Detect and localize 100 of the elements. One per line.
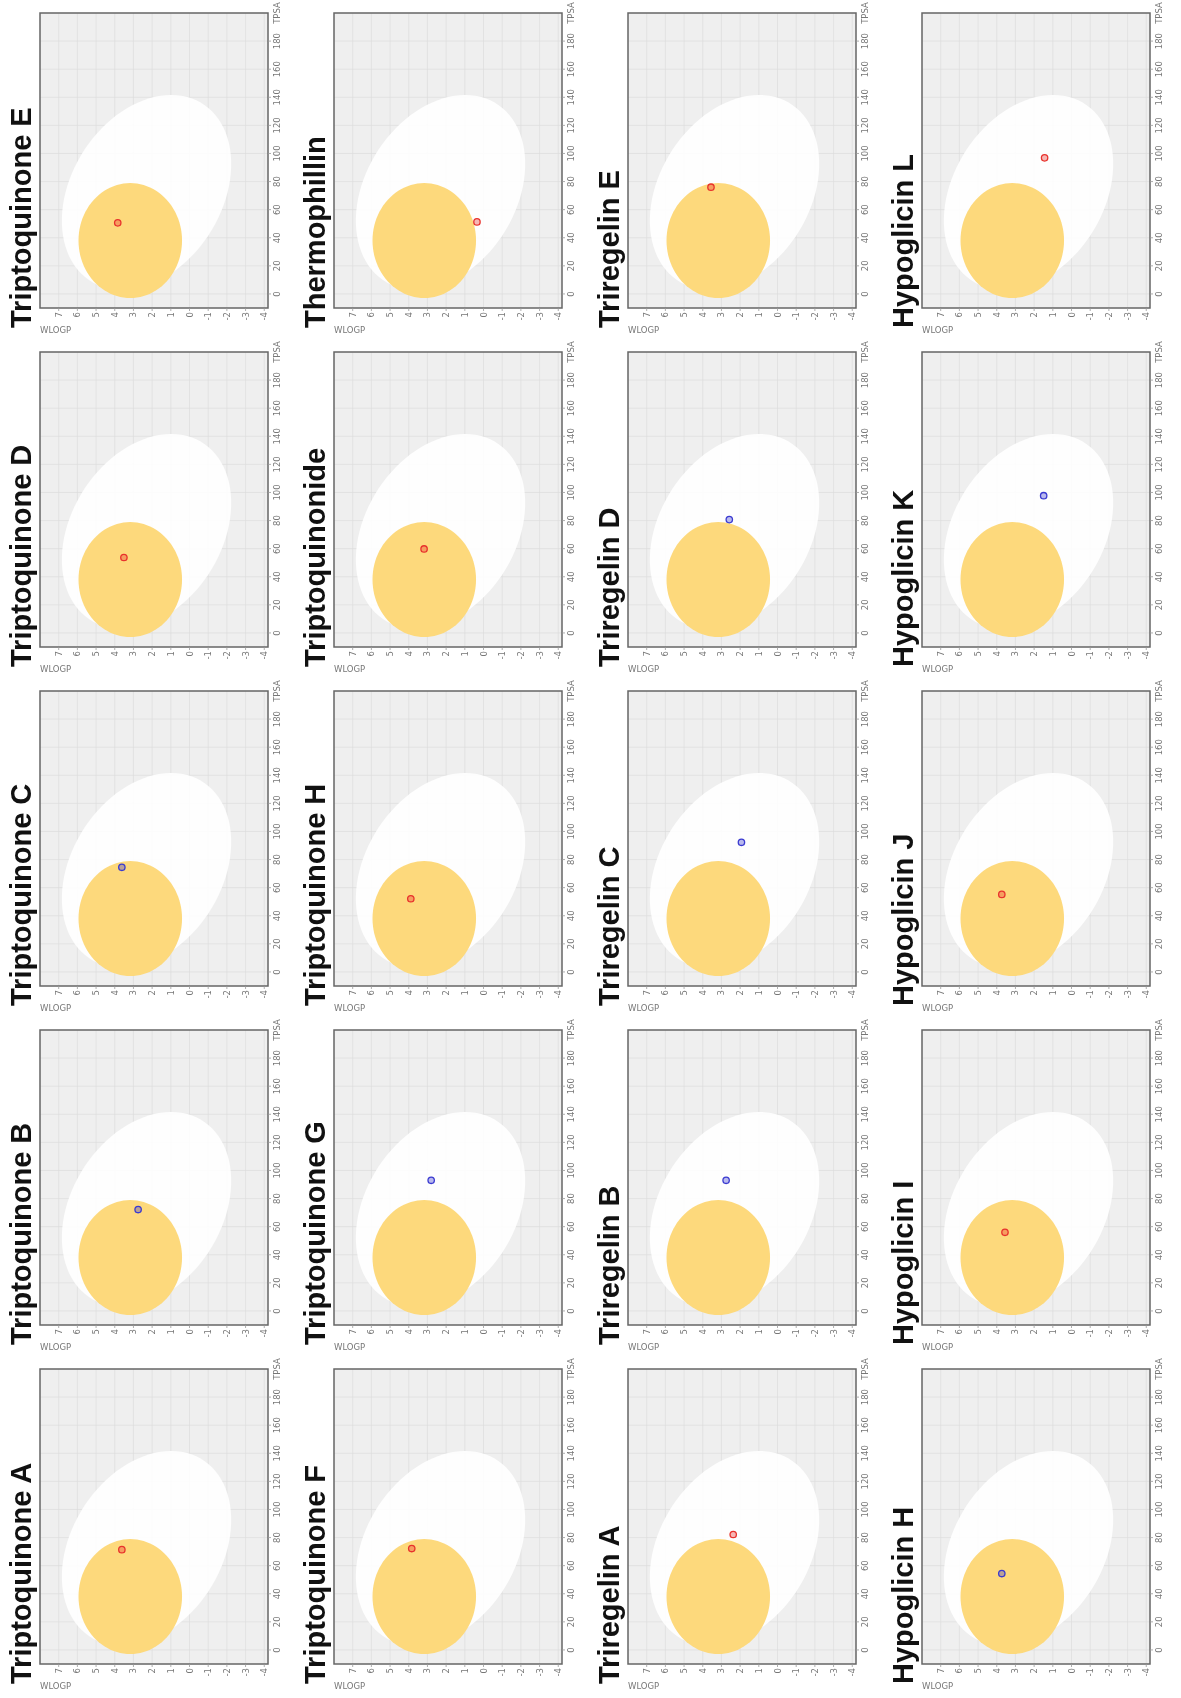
y-tick-label: 40 (1154, 1249, 1164, 1261)
x-tick-label: 4 (109, 651, 120, 657)
y-tick-label: 20 (860, 599, 870, 611)
y-tick-label: 160 (566, 739, 576, 756)
x-tick-label: -1 (497, 1668, 508, 1677)
y-tick-label: 140 (860, 89, 870, 106)
x-axis-title: WLOGP (628, 664, 660, 674)
y-tick-label: 100 (1154, 145, 1164, 162)
y-tick-label: 120 (860, 795, 870, 812)
text: Triregelin E (593, 170, 625, 328)
x-tick-label: 1 (459, 651, 470, 657)
x-tick-label: -4 (259, 1329, 270, 1338)
y-tick-label: 120 (272, 1473, 282, 1490)
x-tick-label: 5 (679, 990, 690, 996)
y-tick-label: 140 (566, 1106, 576, 1123)
x-tick-label: 4 (697, 1329, 708, 1335)
y-axis-title: TPSA (1154, 1357, 1164, 1381)
x-tick-label: 7 (347, 1668, 358, 1674)
x-tick-label: 6 (954, 990, 965, 996)
y-tick-label: 140 (860, 428, 870, 445)
x-tick-label: 2 (735, 312, 746, 318)
y-tick-label: 120 (1154, 795, 1164, 812)
y-tick-label: 180 (1154, 1388, 1164, 1406)
x-tick-label: 7 (53, 990, 64, 996)
y-tick-label: 20 (1154, 260, 1164, 272)
x-tick-label: 3 (128, 651, 139, 657)
x-tick-label: 3 (716, 990, 727, 996)
x-tick-label: 7 (53, 1329, 64, 1335)
x-tick-label: 2 (441, 651, 452, 657)
y-tick-label: 180 (272, 371, 282, 389)
y-tick-label: 40 (1154, 1588, 1164, 1600)
y-tick-label: 20 (860, 1616, 870, 1628)
x-tick-label: 0 (478, 1668, 489, 1674)
y-tick-label: 140 (860, 1445, 870, 1462)
y-tick-label: 100 (860, 484, 870, 501)
x-tick-label: 5 (679, 1329, 690, 1335)
y-tick-label: 160 (860, 1417, 870, 1434)
y-tick-label: 120 (1154, 1473, 1164, 1490)
x-tick-label: 7 (935, 1668, 946, 1674)
y-tick-label: 80 (272, 854, 282, 865)
y-tick-label: 120 (860, 1134, 870, 1151)
x-tick-label: -2 (221, 312, 232, 321)
x-tick-label: 0 (184, 312, 195, 318)
x-axis-title: WLOGP (628, 1681, 660, 1691)
y-tick-label: 20 (272, 938, 282, 950)
y-tick-label: 80 (272, 1532, 282, 1543)
y-tick-label: 160 (272, 1078, 282, 1095)
y-tick-label: 0 (860, 291, 870, 297)
y-tick-label: 140 (1154, 767, 1164, 784)
x-axis-title: WLOGP (922, 1342, 954, 1352)
x-tick-label: 4 (697, 990, 708, 996)
y-tick-label: 180 (272, 1049, 282, 1067)
y-tick-label: 180 (860, 371, 870, 389)
x-tick-label: 0 (184, 990, 195, 996)
x-tick-label: -2 (515, 1329, 526, 1338)
x-tick-label: 4 (991, 312, 1002, 318)
y-tick-label: 20 (1154, 1616, 1164, 1628)
y-tick-label: 100 (272, 823, 282, 840)
y-tick-label: 160 (860, 61, 870, 78)
x-tick-label: 6 (366, 1329, 377, 1335)
x-tick-label: -1 (791, 312, 802, 321)
y-tick-label: 180 (566, 1049, 576, 1067)
y-tick-label: 180 (1154, 32, 1164, 50)
x-tick-label: 0 (478, 990, 489, 996)
x-tick-label: 4 (109, 1329, 120, 1335)
y-tick-label: 100 (1154, 484, 1164, 501)
x-tick-label: -4 (1141, 990, 1152, 999)
y-tick-label: 60 (1154, 543, 1164, 555)
x-tick-label: 7 (641, 1329, 652, 1335)
x-tick-label: 5 (385, 1329, 396, 1335)
y-tick-label: 80 (566, 176, 576, 187)
y-tick-label: 100 (272, 1162, 282, 1179)
x-tick-label: 4 (991, 1329, 1002, 1335)
x-tick-label: 7 (935, 1329, 946, 1335)
x-tick-label: 5 (385, 990, 396, 996)
x-tick-label: 0 (772, 651, 783, 657)
y-axis-title: TPSA (1154, 679, 1164, 703)
x-tick-label: -1 (1085, 651, 1096, 660)
y-axis-title: TPSA (272, 679, 282, 703)
text: Triptoquinone E (5, 107, 37, 328)
x-tick-label: 6 (366, 312, 377, 318)
y-tick-label: 20 (566, 599, 576, 611)
y-tick-label: 180 (860, 32, 870, 50)
x-tick-label: 1 (165, 651, 176, 657)
x-tick-label: 3 (128, 1329, 139, 1335)
y-tick-label: 60 (272, 1560, 282, 1572)
y-axis-title: TPSA (272, 1018, 282, 1042)
y-tick-label: 180 (1154, 1049, 1164, 1067)
x-tick-label: -1 (1085, 1668, 1096, 1677)
x-tick-label: 1 (1047, 1329, 1058, 1335)
x-tick-label: 3 (128, 990, 139, 996)
y-tick-label: 40 (566, 910, 576, 922)
x-tick-label: 2 (147, 990, 158, 996)
text: Hypoglicin I (887, 1180, 919, 1345)
text: Triptoquinone A (5, 1462, 37, 1684)
y-tick-label: 80 (1154, 515, 1164, 526)
x-tick-label: 4 (403, 651, 414, 657)
y-tick-label: 140 (860, 767, 870, 784)
text: Hypoglicin L (887, 154, 919, 328)
y-tick-label: 100 (566, 1501, 576, 1518)
